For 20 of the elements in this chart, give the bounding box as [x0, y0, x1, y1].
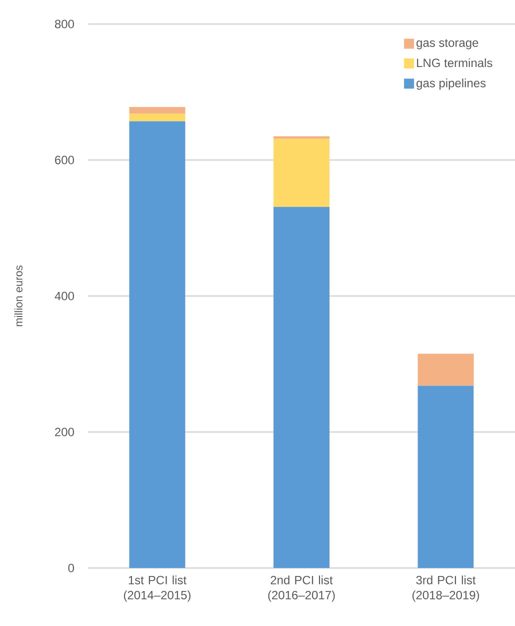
bar: [418, 386, 474, 568]
bar: [274, 136, 330, 139]
legend-label: LNG terminals: [417, 58, 492, 68]
y-tick-label: 800: [54, 20, 74, 28]
bar: [129, 121, 186, 568]
y-tick-label: 0: [68, 564, 74, 572]
x-tick-label: 3rd PCI list (2018–2019): [412, 576, 480, 602]
bar: [129, 114, 186, 122]
bar: [418, 354, 474, 386]
legend-label: gas pipelines: [416, 78, 486, 90]
legend-label: gas storage: [416, 39, 478, 50]
x-tick-label: 1st PCI list (2014–2015): [124, 576, 191, 602]
x-tick-label: 2nd PCI list (2016–2017): [268, 576, 335, 602]
bar: [274, 206, 330, 568]
y-axis-title: million euros: [14, 266, 22, 326]
bar: [274, 138, 330, 207]
y-tick-label: 400: [54, 292, 74, 300]
y-tick-label: 200: [55, 428, 74, 436]
bar: [129, 106, 186, 114]
y-tick-label: 600: [55, 156, 74, 164]
